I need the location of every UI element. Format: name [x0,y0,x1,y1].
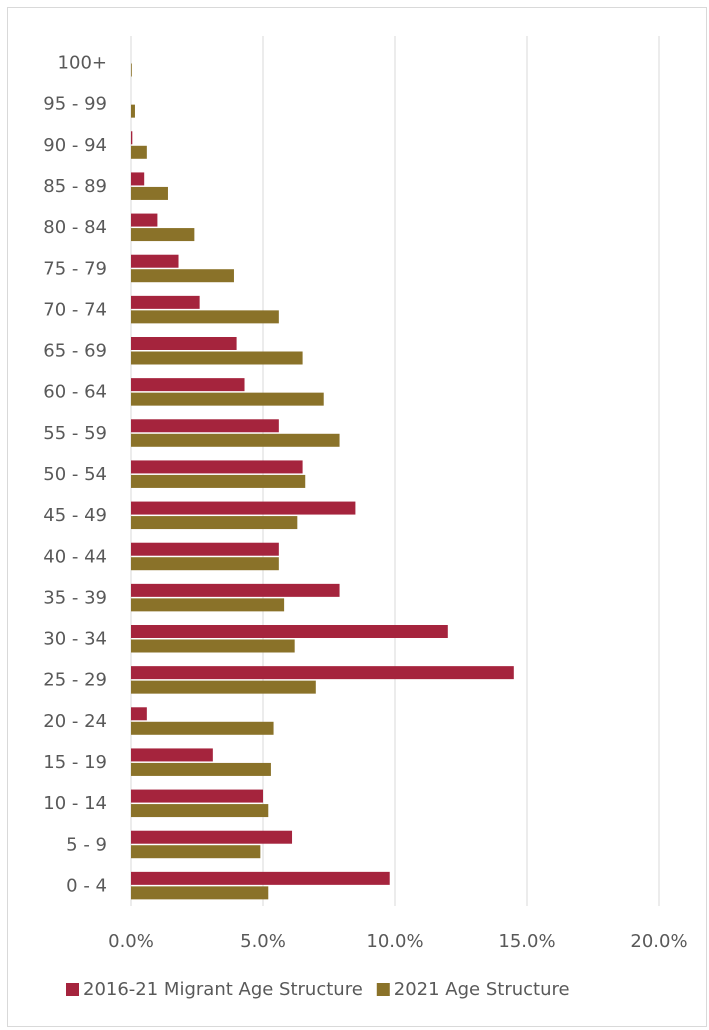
bar-migrant [131,172,145,186]
bar-age-structure [131,63,132,77]
x-tick-label: 15.0% [498,931,555,952]
y-tick-label: 75 - 79 [43,258,107,279]
bar-migrant [131,213,158,227]
bar-migrant [131,460,303,474]
bar-migrant [131,419,279,433]
y-tick-label: 20 - 24 [43,711,107,732]
y-tick-label: 70 - 74 [43,299,107,320]
bar-migrant [131,337,237,350]
bar-age-structure [131,104,135,118]
y-tick-label: 65 - 69 [43,341,107,362]
bar-age-structure [131,639,295,653]
legend: 2016-21 Migrant Age Structure 2021 Age St… [66,979,570,1000]
bar-migrant [131,542,279,556]
bar-age-structure [131,804,269,818]
bar-age-structure [131,186,168,200]
bar-migrant [131,295,200,309]
bar-migrant [131,789,263,803]
x-axis-labels: 0.0% 5.0% 10.0% 15.0% 20.0% [108,931,687,952]
bar-age-structure [131,845,261,859]
bar-age-structure [131,310,279,324]
bar-migrant [131,501,356,515]
y-tick-label: 50 - 54 [43,464,107,485]
bar-migrant [131,378,245,392]
y-tick-label: 10 - 14 [43,793,107,814]
bar-age-structure [131,557,279,571]
bar-age-structure [131,269,234,283]
bar-migrant [131,625,448,638]
y-tick-label: 35 - 39 [43,587,107,608]
bar-age-structure [131,598,285,612]
x-tick-label: 0.0% [108,931,154,952]
bar-migrant [131,871,390,885]
bar-age-structure [131,474,306,488]
y-tick-label: 90 - 94 [43,135,107,156]
bar-age-structure [131,680,316,694]
y-axis-labels: 0 - 4 5 - 9 10 - 14 15 - 19 20 - 24 25 - 29 30… [43,53,107,897]
legend-swatch [376,983,390,996]
y-tick-label: 15 - 19 [43,752,107,773]
legend-label: 2016-21 Migrant Age Structure [83,979,363,1000]
y-tick-label: 85 - 89 [43,176,107,197]
bar-migrant [131,707,147,721]
y-tick-label: 0 - 4 [66,875,107,896]
bar-migrant [131,748,213,762]
bar-age-structure [131,228,195,242]
bar-age-structure [131,392,324,406]
x-tick-label: 10.0% [366,931,423,952]
y-tick-label: 5 - 9 [66,834,107,855]
y-tick-label: 80 - 84 [43,217,107,238]
bar-migrant [131,666,514,680]
y-tick-label: 55 - 59 [43,423,107,444]
bar-migrant [131,254,179,268]
bar-age-structure [131,145,147,159]
y-tick-label: 95 - 99 [43,94,107,115]
x-tick-label: 5.0% [240,931,286,952]
bar-age-structure [131,762,271,776]
bar-age-structure [131,516,298,530]
bar-age-structure [131,721,274,735]
bars [131,63,514,900]
bar-age-structure [131,351,303,365]
chart-frame [7,7,707,1027]
bar-migrant [131,131,133,145]
bar-age-structure [131,886,269,900]
legend-swatch [66,983,79,996]
legend-label: 2021 Age Structure [394,979,570,1000]
y-tick-label: 40 - 44 [43,546,107,567]
y-tick-label: 100+ [58,53,107,74]
y-tick-label: 30 - 34 [43,629,107,650]
y-tick-label: 25 - 29 [43,670,107,691]
bar-migrant [131,583,340,597]
bar-migrant [131,830,293,844]
x-tick-label: 20.0% [630,931,687,952]
bar-age-structure [131,433,340,447]
y-tick-label: 45 - 49 [43,505,107,526]
y-tick-label: 60 - 64 [43,382,107,403]
